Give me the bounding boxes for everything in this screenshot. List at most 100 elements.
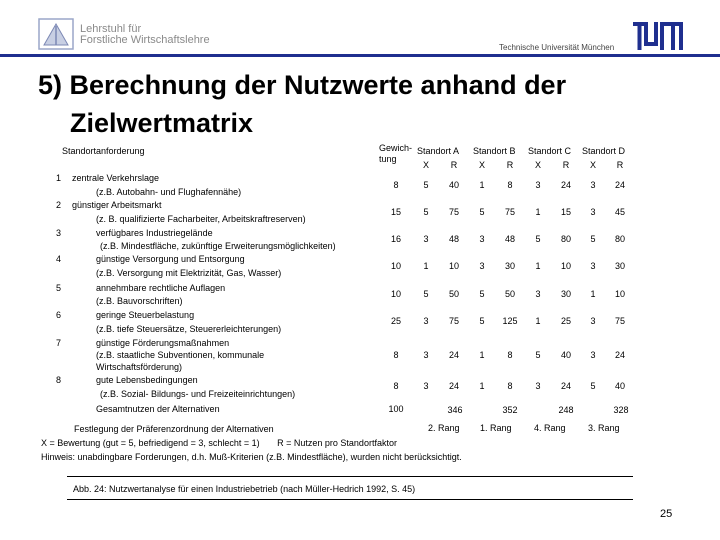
row-criterion-example: (z.B. tiefe Steuersätze, Steuererleichte… bbox=[96, 324, 282, 334]
site-a-header: Standort A bbox=[417, 146, 460, 156]
weight-header: Gewich- tung bbox=[379, 143, 412, 165]
row-number: 2 bbox=[56, 200, 62, 210]
rank-b: 1. Rang bbox=[480, 423, 512, 433]
cell-value: 30 bbox=[614, 261, 625, 271]
cell-value: 10 bbox=[614, 289, 625, 299]
cell-value: 3 bbox=[590, 316, 596, 326]
chair-name: Lehrstuhl für Forstliche Wirtschaftslehr… bbox=[80, 24, 210, 46]
cell-value: 10 bbox=[560, 261, 571, 271]
cell-value: 24 bbox=[614, 180, 625, 190]
utility-table: Standortanforderung Gewich- tung Standor… bbox=[41, 140, 642, 500]
row-criterion: verfügbares Industriegelände bbox=[96, 228, 213, 238]
cell-value: 75 bbox=[614, 316, 625, 326]
row-weight: 8 bbox=[393, 381, 399, 391]
sub-x-b: X bbox=[478, 160, 485, 170]
cell-value: 25 bbox=[560, 316, 571, 326]
row-number: 7 bbox=[56, 338, 62, 348]
cell-value: 5 bbox=[423, 207, 429, 217]
cell-value: 80 bbox=[560, 234, 571, 244]
cell-value: 80 bbox=[614, 234, 625, 244]
cell-value: 75 bbox=[448, 207, 459, 217]
sub-r-b: R bbox=[506, 160, 514, 170]
sub-r-a: R bbox=[450, 160, 458, 170]
cell-value: 125 bbox=[502, 316, 518, 326]
cell-value: 3 bbox=[590, 261, 596, 271]
row-criterion-example: (z.B. Sozial- Bildungs- und Freizeiteinr… bbox=[100, 389, 296, 399]
cell-value: 1 bbox=[479, 381, 485, 391]
cell-value: 5 bbox=[535, 234, 541, 244]
cell-value: 1 bbox=[535, 207, 541, 217]
cell-value: 24 bbox=[614, 350, 625, 360]
row-weight: 8 bbox=[393, 350, 399, 360]
slide-title-line2: Zielwertmatrix bbox=[70, 108, 254, 138]
cell-value: 5 bbox=[535, 350, 541, 360]
sub-x-c: X bbox=[534, 160, 541, 170]
cell-value: 3 bbox=[423, 381, 429, 391]
header-divider bbox=[0, 54, 720, 57]
cell-value: 3 bbox=[590, 207, 596, 217]
cell-value: 50 bbox=[448, 289, 459, 299]
cell-value: 3 bbox=[590, 350, 596, 360]
row-number: 3 bbox=[56, 228, 62, 238]
row-criterion-example: (z.B. staatliche Subventionen, kommunale bbox=[96, 350, 265, 360]
cell-value: 40 bbox=[560, 350, 571, 360]
cell-value: 3 bbox=[423, 350, 429, 360]
cell-value: 48 bbox=[504, 234, 515, 244]
weight-header-line2: tung bbox=[379, 154, 397, 164]
cell-value: 48 bbox=[448, 234, 459, 244]
row-weight: 8 bbox=[393, 180, 399, 190]
criteria-header: Standortanforderung bbox=[62, 146, 145, 156]
total-weight: 100 bbox=[388, 404, 404, 414]
row-criterion: günstige Förderungsmaßnahmen bbox=[96, 338, 230, 348]
cell-value: 24 bbox=[560, 381, 571, 391]
row-weight: 10 bbox=[390, 289, 401, 299]
cell-value: 1 bbox=[423, 261, 429, 271]
row-number: 6 bbox=[56, 310, 62, 320]
cell-value: 24 bbox=[448, 381, 459, 391]
row-criterion-example: (z.B. Autobahn- und Flughafennähe) bbox=[96, 187, 242, 197]
total-label: Gesamtnutzen der Alternativen bbox=[96, 404, 220, 414]
hint-text: Hinweis: unabdingbare Forderungen, d.h. … bbox=[41, 452, 462, 462]
cell-value: 1 bbox=[590, 289, 596, 299]
cell-value: 1 bbox=[535, 261, 541, 271]
cell-value: 40 bbox=[448, 180, 459, 190]
row-number: 8 bbox=[56, 375, 62, 385]
caption-box: Abb. 24: Nutzwertanalyse für einen Indus… bbox=[67, 476, 633, 500]
sub-r-d: R bbox=[616, 160, 624, 170]
chair-name-line1: Lehrstuhl für bbox=[80, 23, 142, 35]
cell-value: 50 bbox=[504, 289, 515, 299]
cell-value: 30 bbox=[560, 289, 571, 299]
row-criterion-example-cont: Wirtschaftsförderung) bbox=[96, 362, 183, 372]
slide-title-line1: 5) Berechnung der Nutzwerte anhand der bbox=[38, 70, 567, 100]
row-criterion: geringe Steuerbelastung bbox=[96, 310, 195, 320]
cell-value: 40 bbox=[614, 381, 625, 391]
cell-value: 5 bbox=[479, 207, 485, 217]
rank-label: Festlegung der Präferenzordnung der Alte… bbox=[74, 424, 274, 434]
cell-value: 3 bbox=[479, 234, 485, 244]
site-b-header: Standort B bbox=[473, 146, 516, 156]
row-criterion: günstiger Arbeitsmarkt bbox=[72, 200, 162, 210]
row-number: 1 bbox=[56, 173, 62, 183]
cell-value: 24 bbox=[560, 180, 571, 190]
cell-value: 3 bbox=[535, 180, 541, 190]
sub-x-a: X bbox=[422, 160, 429, 170]
total-value-c: 248 bbox=[558, 405, 574, 415]
row-weight: 16 bbox=[390, 234, 401, 244]
row-weight: 25 bbox=[390, 316, 401, 326]
row-number: 5 bbox=[56, 283, 62, 293]
row-criterion-example: (z.B. Bauvorschriften) bbox=[96, 296, 183, 306]
row-weight: 15 bbox=[390, 207, 401, 217]
page-number: 25 bbox=[660, 508, 673, 520]
total-value-b: 352 bbox=[502, 405, 518, 415]
cell-value: 1 bbox=[479, 180, 485, 190]
cell-value: 5 bbox=[479, 316, 485, 326]
row-criterion-example: (z.B. Mindestfläche, zukünftige Erweiter… bbox=[100, 241, 336, 251]
cell-value: 5 bbox=[479, 289, 485, 299]
total-value-d: 328 bbox=[613, 405, 629, 415]
cell-value: 8 bbox=[507, 180, 513, 190]
cell-value: 45 bbox=[614, 207, 625, 217]
rank-c: 4. Rang bbox=[534, 423, 566, 433]
cell-value: 3 bbox=[590, 180, 596, 190]
cell-value: 3 bbox=[535, 289, 541, 299]
row-criterion: günstige Versorgung und Entsorgung bbox=[96, 254, 245, 264]
